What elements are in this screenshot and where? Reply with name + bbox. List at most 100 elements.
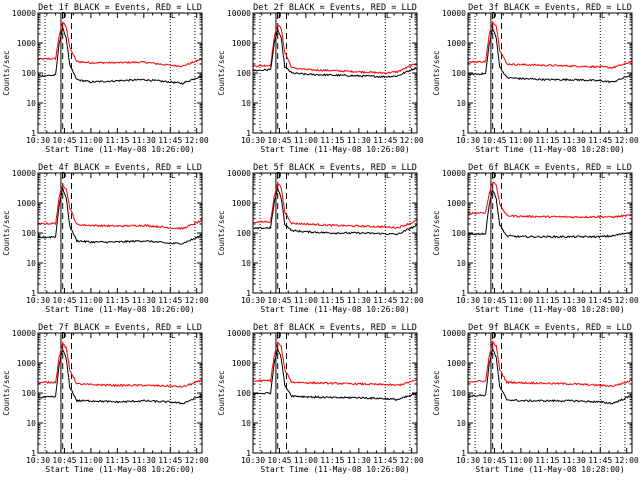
y-axis-label: Counts/sec	[432, 50, 441, 95]
y-axis-label: Counts/sec	[217, 50, 226, 95]
x-tick-label: 11:30	[132, 136, 156, 145]
x-tick-label: 10:30	[241, 456, 265, 465]
lld-series-line	[252, 180, 418, 229]
lld-series-line	[37, 340, 203, 389]
y-axis-label: Counts/sec	[217, 370, 226, 415]
panel-title: Det 8f BLACK = Events, RED = LLD	[253, 323, 417, 333]
y-tick-label: 100	[237, 229, 252, 238]
x-tick-label: 10:45	[52, 456, 76, 465]
x-tick-label: 11:15	[105, 136, 129, 145]
x-axis-label: Start Time (11-May-08 10:26:00)	[45, 465, 194, 474]
y-tick-label: 10	[456, 99, 466, 108]
y-tick-label: 1000	[232, 359, 251, 368]
top-marker-glyph: L	[171, 171, 176, 180]
x-tick-label: 10:45	[52, 136, 76, 145]
y-tick-label: 100	[237, 389, 252, 398]
top-marker-glyph: D	[62, 11, 67, 20]
lld-series-line	[467, 181, 633, 219]
y-tick-label: 1000	[17, 359, 36, 368]
panel-det-5: Det 5f BLACK = Events, RED = LLD 1 10 100 10…	[217, 163, 424, 314]
x-tick-label: 11:00	[79, 456, 103, 465]
y-tick-label: 1000	[447, 199, 466, 208]
x-tick-label: 11:00	[509, 456, 533, 465]
x-tick-label: 11:00	[294, 296, 318, 305]
x-tick-label: 11:15	[105, 456, 129, 465]
x-tick-label: 11:45	[588, 136, 612, 145]
panel-title: Det 4f BLACK = Events, RED = LLD	[38, 163, 202, 173]
x-tick-label: 10:45	[482, 456, 506, 465]
y-tick-label: 10	[26, 99, 36, 108]
x-tick-label: 10:30	[26, 136, 50, 145]
x-tick-label: 12:00	[615, 136, 639, 145]
x-tick-label: 11:15	[105, 296, 129, 305]
x-tick-label: 10:30	[26, 456, 50, 465]
y-tick-label: 10000	[442, 169, 466, 178]
x-tick-label: 10:45	[267, 296, 291, 305]
y-tick-label: 1	[461, 289, 466, 298]
y-axis-label: Counts/sec	[2, 210, 11, 255]
y-axis-label: Counts/sec	[2, 370, 11, 415]
y-tick-label: 100	[22, 69, 37, 78]
x-tick-label: 10:45	[482, 136, 506, 145]
top-marker-glyph: D	[492, 331, 497, 340]
x-tick-label: 10:45	[267, 456, 291, 465]
x-tick-label: 12:00	[615, 456, 639, 465]
y-tick-label: 10000	[12, 9, 36, 18]
top-marker-glyph: D	[492, 171, 497, 180]
panel-det-6: Det 6f BLACK = Events, RED = LLD 1 10 100 10…	[432, 163, 639, 314]
y-tick-label: 100	[452, 229, 467, 238]
events-series-line	[467, 188, 633, 239]
x-tick-label: 10:30	[456, 456, 480, 465]
events-series-line	[467, 347, 633, 405]
y-tick-label: 10	[26, 419, 36, 428]
x-tick-label: 10:30	[456, 136, 480, 145]
x-tick-label: 12:00	[400, 136, 424, 145]
x-axis-label: Start Time (11-May-08 10:26:00)	[45, 305, 194, 314]
lld-series-line	[252, 341, 418, 387]
x-tick-label: 11:45	[588, 296, 612, 305]
x-tick-label: 11:30	[562, 456, 586, 465]
panel-det-1: Det 1f BLACK = Events, RED = LLD 1 10 100 10…	[2, 3, 209, 154]
y-axis-label: Counts/sec	[217, 210, 226, 255]
y-tick-label: 1000	[232, 199, 251, 208]
x-tick-label: 10:45	[267, 136, 291, 145]
x-tick-label: 10:30	[456, 296, 480, 305]
y-tick-label: 10000	[442, 9, 466, 18]
events-series-line	[37, 348, 203, 405]
x-tick-label: 12:00	[185, 456, 209, 465]
panel-title: Det 1f BLACK = Events, RED = LLD	[38, 3, 202, 13]
panel-title: Det 2f BLACK = Events, RED = LLD	[253, 3, 417, 13]
x-tick-label: 11:30	[132, 296, 156, 305]
lld-series-line	[37, 184, 203, 231]
y-tick-label: 1	[31, 289, 36, 298]
top-marker-glyph: D	[62, 331, 67, 340]
panel-title: Det 6f BLACK = Events, RED = LLD	[468, 163, 632, 173]
y-axis-label: Counts/sec	[432, 370, 441, 415]
y-tick-label: 10	[241, 419, 251, 428]
y-axis-label: Counts/sec	[432, 210, 441, 255]
y-tick-label: 1	[246, 289, 251, 298]
events-series-line	[252, 346, 418, 402]
x-tick-label: 11:30	[562, 296, 586, 305]
x-axis-label: Start Time (11-May-08 10:28:00)	[475, 305, 624, 314]
y-tick-label: 100	[452, 389, 467, 398]
lld-series-line	[467, 340, 633, 388]
y-tick-label: 1000	[447, 359, 466, 368]
events-series-line	[37, 187, 203, 245]
x-axis-label: Start Time (11-May-08 10:28:00)	[475, 465, 624, 474]
panel-title: Det 5f BLACK = Events, RED = LLD	[253, 163, 417, 173]
top-marker-glyph: L	[601, 331, 606, 340]
top-marker-glyph: D	[277, 171, 282, 180]
x-tick-label: 12:00	[615, 296, 639, 305]
lld-series-line	[37, 21, 203, 68]
panel-det-4: Det 4f BLACK = Events, RED = LLD 1 10 100 10…	[2, 163, 209, 314]
x-tick-label: 11:00	[294, 456, 318, 465]
lld-series-line	[467, 20, 633, 70]
y-tick-label: 10000	[227, 9, 251, 18]
x-tick-label: 11:30	[347, 136, 371, 145]
x-tick-label: 10:30	[26, 296, 50, 305]
y-tick-label: 1	[461, 129, 466, 138]
y-tick-label: 10	[241, 99, 251, 108]
